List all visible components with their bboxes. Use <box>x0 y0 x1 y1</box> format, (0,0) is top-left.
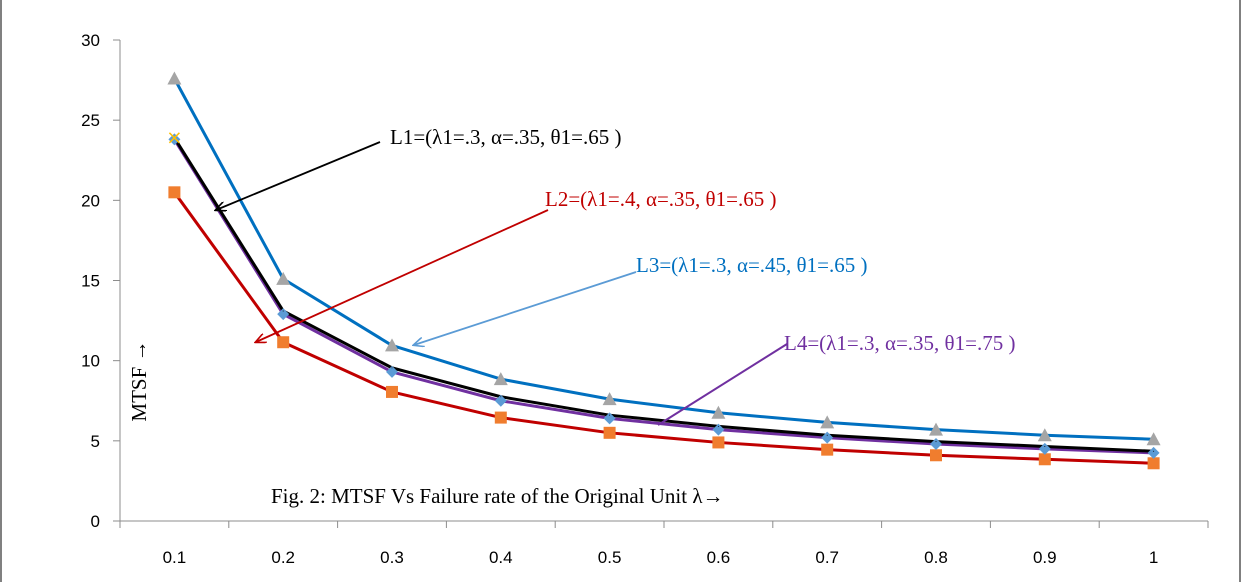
series-4-point <box>1038 442 1051 455</box>
series-1-point <box>391 367 393 369</box>
y-tick-label: 5 <box>91 432 100 451</box>
series-2-point <box>930 449 942 462</box>
series-4-point <box>168 133 181 146</box>
series-3-point <box>1037 428 1052 442</box>
series-3-point <box>167 71 182 85</box>
series-2-point <box>277 336 290 349</box>
series-3-point <box>493 372 508 386</box>
x-tick-label: 0.5 <box>598 548 622 567</box>
figure-caption: Fig. 2: MTSF Vs Failure rate of the Orig… <box>271 484 724 508</box>
series-1-cross-marker <box>168 132 180 144</box>
series-4-point <box>277 308 290 321</box>
y-ticks: 0 5 10 15 20 25 30 <box>81 31 120 531</box>
annotation-arrow-l2 <box>256 209 549 342</box>
y-tick-label: 30 <box>81 31 100 50</box>
series-line-4 <box>173 138 1154 455</box>
series-2-point <box>386 385 398 398</box>
series-4-point <box>494 394 507 407</box>
series-2-point <box>821 443 834 456</box>
series-2-point <box>1038 453 1051 466</box>
series-markers <box>167 71 1161 470</box>
series-4-point <box>1147 446 1160 459</box>
series-3-point <box>602 392 617 406</box>
series-1-point <box>935 441 937 443</box>
series-4-point <box>603 412 616 425</box>
annotation-l2: L2=(λ1=.4, α=.35, θ1=.65 ) <box>545 187 776 211</box>
series-4-point <box>712 423 725 436</box>
y-tick-label: 15 <box>81 272 100 291</box>
series-3-point <box>929 422 943 436</box>
series-4-point <box>930 438 942 451</box>
series-4-point <box>821 431 834 444</box>
y-tick-label: 20 <box>81 191 100 210</box>
annotation-arrow-l3 <box>414 271 637 345</box>
series-3-point <box>276 271 291 285</box>
x-tick-label: 0.4 <box>489 548 513 567</box>
series-2-point <box>603 426 616 439</box>
x-tick-label: 0.2 <box>271 548 295 567</box>
annotation-arrow-l4 <box>657 343 788 426</box>
x-tick-label: 0.6 <box>707 548 731 567</box>
series-1-point <box>717 425 719 427</box>
annotation-l3: L3=(λ1=.3, α=.45, θ1=.65 ) <box>636 253 867 277</box>
x-tick-label: 0.7 <box>815 548 839 567</box>
series-1-point <box>500 396 502 398</box>
x-tick-label: 1 <box>1149 548 1158 567</box>
series-2-point <box>712 436 725 449</box>
series-1-point <box>609 414 611 416</box>
y-tick-label: 0 <box>91 512 100 531</box>
x-tick-label: 0.9 <box>1033 548 1057 567</box>
series-1-point <box>1044 445 1046 447</box>
annotation-l4: L4=(λ1=.3, α=.35, θ1=.75 ) <box>784 331 1015 355</box>
series-4-point <box>386 365 398 378</box>
series-line-1 <box>173 137 1154 453</box>
series-2-point <box>494 411 507 424</box>
y-tick-label: 25 <box>81 111 100 130</box>
series-3-point <box>820 415 835 429</box>
series-1-point <box>1153 450 1155 452</box>
x-tick-label: 0.3 <box>380 548 404 567</box>
series-3-point <box>711 405 726 419</box>
x-tick-label: 0.1 <box>163 548 187 567</box>
series-2-point <box>168 186 181 199</box>
y-axis-title: MTSF → <box>127 340 151 421</box>
x-tick-label: 0.8 <box>924 548 948 567</box>
series-2-point <box>1147 457 1160 470</box>
series-3-point <box>1146 432 1161 446</box>
x-ticks: 0.1 0.2 0.3 0.4 0.5 0.6 0.7 0.8 0.9 1 <box>119 521 1209 567</box>
annotation-arrow-l1 <box>216 141 381 210</box>
series-line-2 <box>173 191 1154 465</box>
series-line-3 <box>173 77 1154 441</box>
annotation-l1: L1=(λ1=.3, α=.35, θ1=.65 ) <box>390 125 621 149</box>
y-tick-label: 10 <box>81 352 100 371</box>
series-1-point <box>282 310 284 312</box>
series-1-point <box>826 434 828 436</box>
series-3-point <box>385 338 399 352</box>
